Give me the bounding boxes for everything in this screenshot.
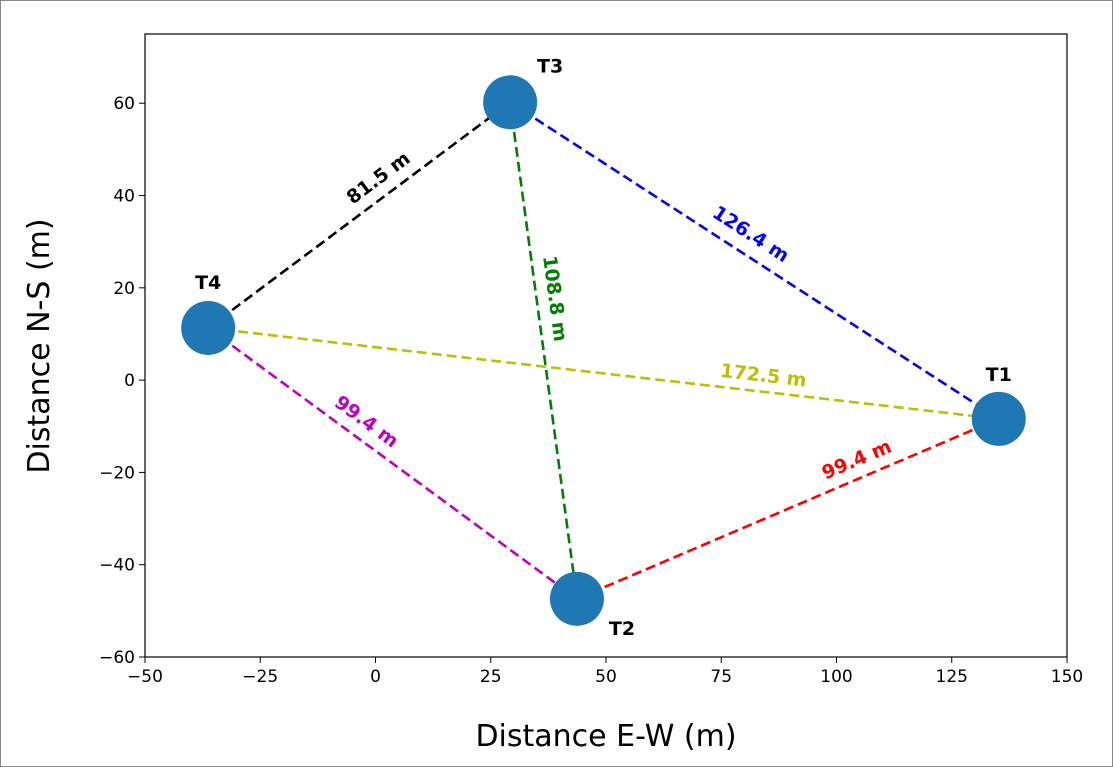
point-T2 — [549, 571, 604, 626]
x-tick-label: 100 — [820, 667, 852, 687]
edge-line-T3-T2 — [508, 102, 579, 600]
edge-line-T4-T3 — [207, 101, 511, 330]
point-label: T1 — [986, 364, 1012, 386]
point-T3 — [483, 75, 538, 130]
edge-label: 108.8 m — [538, 254, 571, 343]
point-label: T2 — [609, 618, 635, 640]
y-tick-label: −40 — [99, 556, 135, 576]
x-tick-label: 75 — [710, 667, 732, 687]
x-tick-label: −25 — [242, 667, 278, 687]
y-tick-label: 20 — [113, 279, 135, 299]
y-axis-label: Distance N-S (m) — [22, 218, 57, 473]
x-tick-label: 0 — [370, 667, 381, 687]
point-label: T4 — [195, 272, 221, 294]
y-tick-label: −20 — [99, 463, 135, 483]
edge-line-T4-T1 — [208, 326, 999, 421]
point-T1 — [971, 391, 1026, 446]
edge-label: 172.5 m — [719, 360, 807, 392]
x-tick-label: 50 — [595, 667, 617, 687]
x-axis-label: Distance E-W (m) — [475, 719, 736, 754]
edge-label: 99.4 m — [819, 435, 895, 484]
edge-line-T2-T1 — [576, 417, 1000, 601]
y-tick-label: 40 — [113, 187, 135, 207]
y-tick-label: 60 — [113, 94, 135, 114]
point-label: T3 — [537, 55, 563, 77]
edge-line-T4-T2 — [207, 326, 578, 600]
y-tick-label: 0 — [124, 371, 135, 391]
x-tick-label: 150 — [1051, 667, 1083, 687]
point-T4 — [181, 300, 236, 355]
edge-line-T3-T1 — [509, 101, 1000, 420]
y-tick-label: −60 — [99, 648, 135, 668]
x-tick-label: 125 — [936, 667, 968, 687]
x-tick-label: −50 — [127, 667, 163, 687]
plot-frame — [144, 33, 1068, 658]
x-tick-label: 25 — [480, 667, 502, 687]
